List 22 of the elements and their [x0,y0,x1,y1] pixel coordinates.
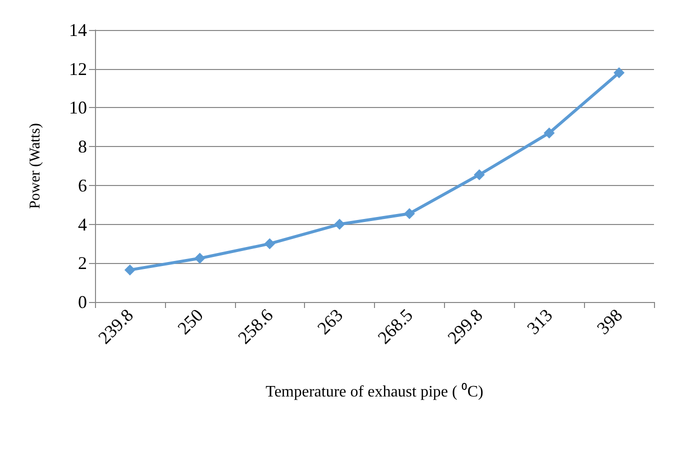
x-tick-label: 263 [313,304,347,338]
point [264,238,276,250]
point [544,127,555,138]
point [194,252,206,264]
point [404,208,415,220]
y-tick-label: 14 [69,20,87,40]
y-tick-label: 10 [69,98,87,118]
y-tick-label: 12 [69,58,87,79]
y-axis-title: Power (Watts) [28,123,44,209]
y-tick-label: 8 [78,136,87,157]
x-tick-label: 398 [592,304,626,338]
y-tick-label: 0 [78,292,87,312]
x-tick-label: 313 [523,304,556,338]
x-tick-label: 250 [174,304,207,338]
y-tick-label: 2 [78,253,87,274]
point [474,169,485,180]
y-tick-label: 4 [78,214,87,234]
point [124,264,136,276]
x-axis-title: Temperature of exhaust pipe ( ⁰C) [266,382,484,400]
point [614,67,625,78]
y-tick-label: 6 [78,175,87,196]
point [334,218,346,230]
